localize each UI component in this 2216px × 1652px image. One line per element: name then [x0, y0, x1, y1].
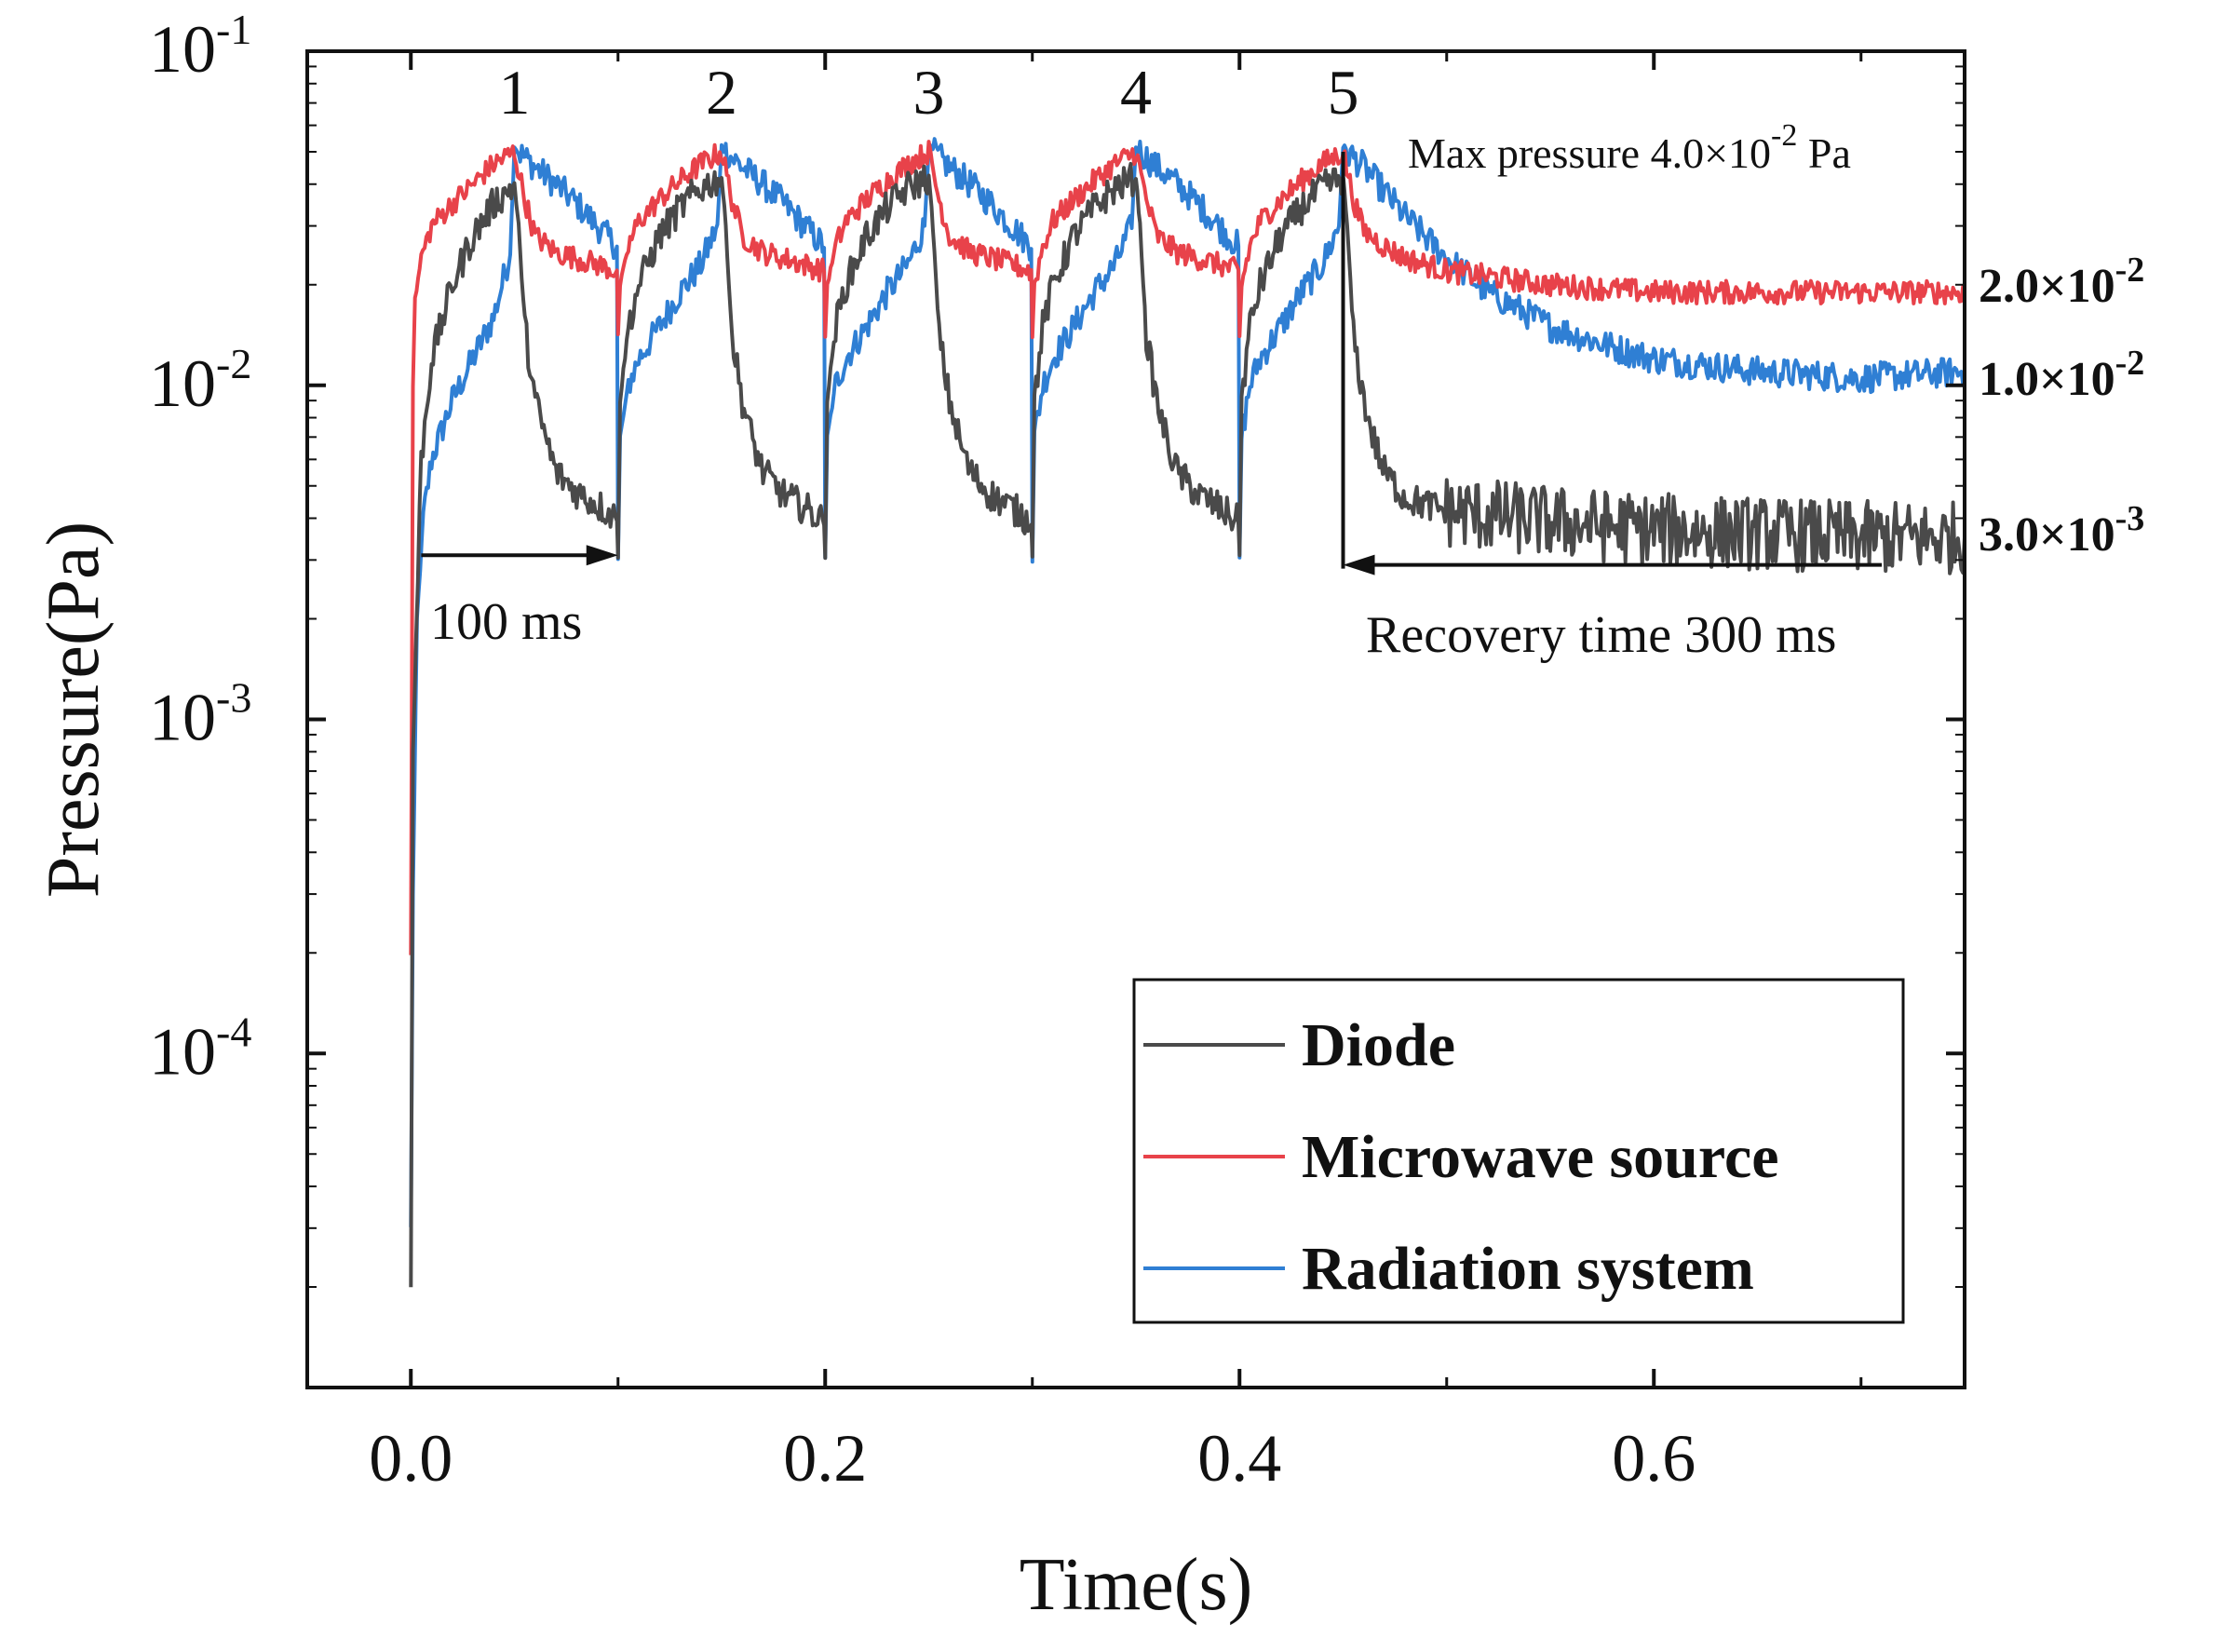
- y-tick-label: 10-3: [149, 674, 251, 755]
- legend: Diode Microwave source Radiation system: [1132, 978, 1905, 1324]
- end-value-label: 3.0×10-3: [1979, 499, 2144, 562]
- y-tick-base: 10: [149, 12, 216, 87]
- x-tick-label: 0.2: [783, 1421, 867, 1496]
- end-value-label: 2.0×10-2: [1979, 251, 2144, 313]
- y-axis-title: Pressure(Pa): [33, 521, 115, 898]
- y-tick-label: 10-4: [149, 1008, 251, 1089]
- series-layer: [409, 137, 1966, 1288]
- pulse-label: 1: [499, 57, 531, 128]
- legend-label: Diode: [1302, 1011, 1455, 1079]
- recovery-label: Recovery time 300 ms: [1366, 606, 1836, 664]
- series-line-microwave-source: [409, 140, 1966, 955]
- max-pressure-exp: -2: [1771, 118, 1797, 153]
- end-value-exp: -2: [2115, 251, 2145, 290]
- y-tick-base: 10: [149, 346, 216, 421]
- pulse-label: 5: [1328, 57, 1359, 128]
- x-tick-label: 0.0: [369, 1421, 453, 1496]
- legend-label: Radiation system: [1302, 1235, 1754, 1303]
- pulse-labels: 1 2 3 4 5: [499, 57, 1359, 128]
- period-arrowhead: [586, 545, 618, 566]
- end-value-base: 1.0×10: [1979, 353, 2115, 406]
- x-axis-title: Time(s): [1020, 1544, 1252, 1626]
- y-tick-base: 10: [149, 1014, 216, 1089]
- legend-entries: Diode Microwave source Radiation system: [1143, 1011, 1779, 1303]
- y-tick-base: 10: [149, 681, 216, 755]
- max-pressure-label: Max pressure 4.0×10-2 Pa: [1408, 118, 1851, 177]
- legend-label: Microwave source: [1302, 1123, 1779, 1191]
- end-value-labels: 2.0×10-21.0×10-23.0×10-3: [1979, 251, 2144, 562]
- legend-box: [1132, 978, 1905, 1324]
- annotation-layer: 1 2 3 4 5 100 ms Recovery time 300 ms Max pr…: [421, 57, 2144, 664]
- tick-layer: 0.0 0.2 0.4 0.610-110-210-310-4: [149, 6, 1965, 1496]
- y-tick-exp: -2: [216, 340, 251, 387]
- recovery-arrowhead: [1343, 554, 1375, 575]
- series-line-diode: [409, 161, 1966, 1288]
- x-tick-label: 0.4: [1197, 1421, 1281, 1496]
- pulse-label: 3: [913, 57, 945, 128]
- end-value-exp: -2: [2115, 344, 2145, 383]
- end-value-base: 3.0×10: [1979, 508, 2115, 562]
- pulse-label: 2: [706, 57, 737, 128]
- end-value-base: 2.0×10: [1979, 260, 2115, 313]
- y-tick-exp: -3: [216, 674, 251, 722]
- max-pressure-prefix: Max pressure 4.0×10: [1408, 129, 1771, 177]
- max-pressure-suffix: Pa: [1797, 129, 1851, 177]
- series-line-radiation-system: [409, 137, 1966, 1227]
- y-tick-exp: -1: [216, 6, 251, 53]
- period-label: 100 ms: [430, 593, 582, 651]
- y-tick-exp: -4: [216, 1008, 251, 1055]
- end-value-label: 1.0×10-2: [1979, 344, 2144, 406]
- pulse-label: 4: [1120, 57, 1152, 128]
- y-tick-label: 10-2: [149, 340, 251, 421]
- x-tick-label: 0.6: [1612, 1421, 1696, 1496]
- y-tick-label: 10-1: [149, 6, 251, 87]
- end-value-exp: -3: [2115, 499, 2145, 538]
